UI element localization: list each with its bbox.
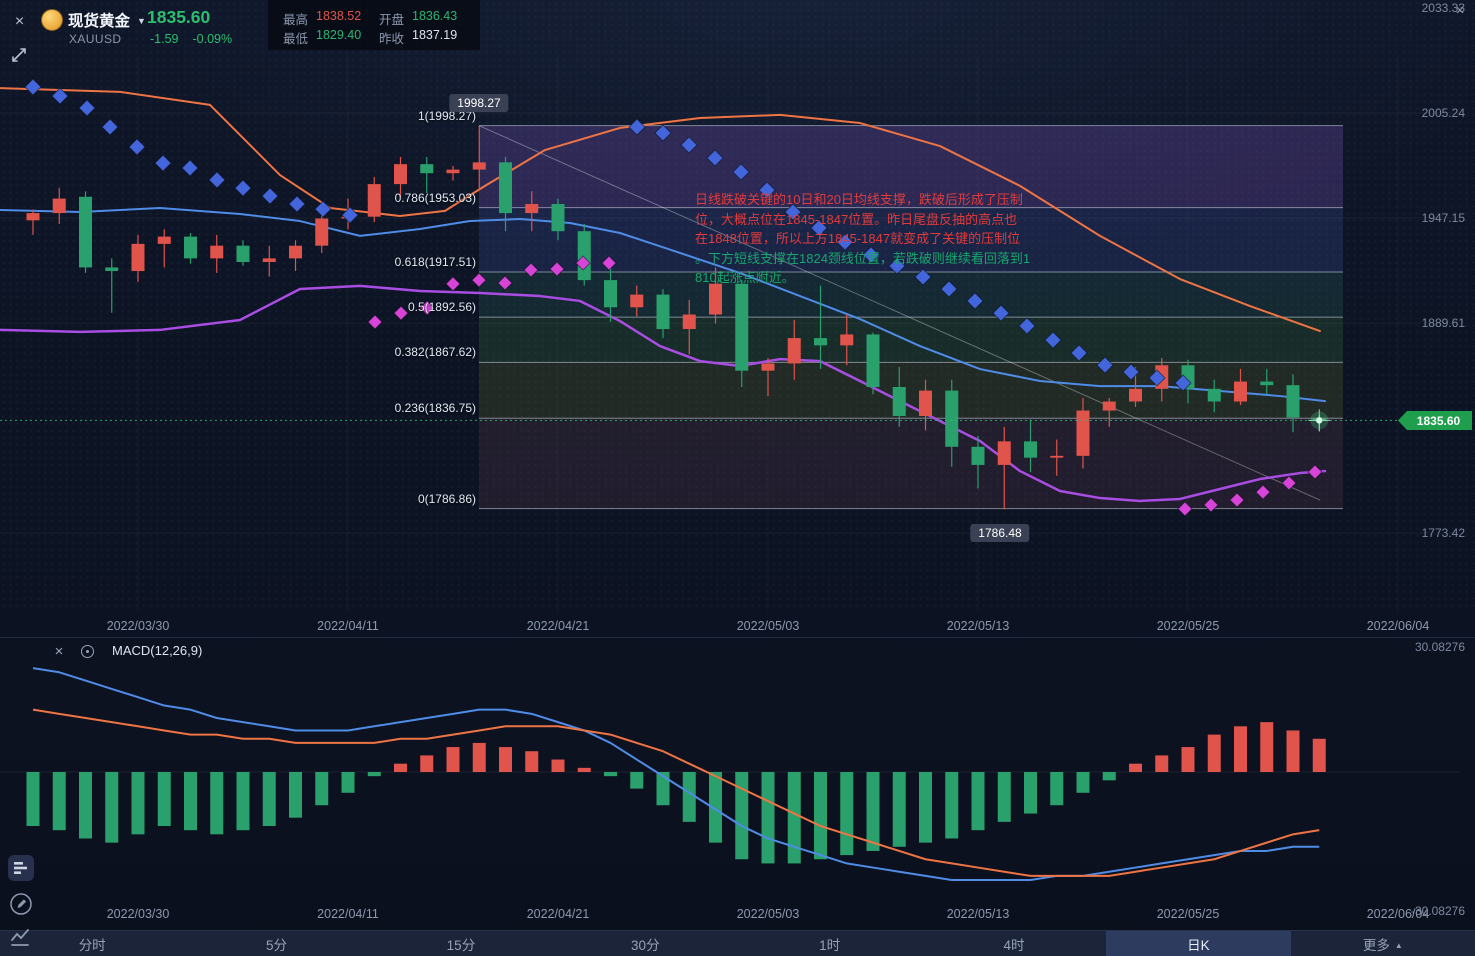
- date-label: 2022/05/13: [946, 619, 1010, 633]
- price-axis-label: 1947.15: [1421, 211, 1465, 225]
- analyst-annotation: 日线跌破关键的10日和20日均线支撑，跌破后形成了压制 位，大概点位在1845-1…: [695, 190, 1073, 288]
- macd-axis-max: 30.08276: [1414, 640, 1465, 654]
- stat-label: 开盘: [379, 13, 405, 27]
- tab-label: 15分: [446, 937, 476, 953]
- fib-level-label: 0.382(1867.62): [394, 345, 476, 360]
- date-label: 2022/06/04: [1366, 907, 1430, 921]
- stat-value: 1838.52: [316, 9, 362, 23]
- macd-indicator-title: MACD(12,26,9): [112, 643, 203, 658]
- timeframe-toolbar: 分时 5分 15分 30分 1时 4时 日K 更多: [0, 930, 1475, 956]
- expand-icon[interactable]: [8, 44, 30, 66]
- tab-label: 5分: [266, 937, 288, 953]
- stat-value: 1837.19: [412, 28, 458, 42]
- date-label: 2022/03/30: [106, 619, 170, 633]
- last-price: 1835.60: [147, 7, 211, 27]
- tab-label: 更多: [1362, 937, 1390, 953]
- timeframe-tab[interactable]: 30分: [553, 931, 737, 956]
- fib-level-label: 0(1786.86): [417, 491, 476, 506]
- change-value: -1.59: [150, 32, 179, 46]
- annotation-line: 810起涨点附近。: [695, 270, 795, 285]
- indicator-button[interactable]: [8, 925, 34, 951]
- symbol-name: 现货黄金: [68, 13, 131, 30]
- timeframe-tab[interactable]: 更多: [1291, 931, 1475, 956]
- macd-axis-min: -30.08276: [1410, 904, 1465, 918]
- date-label: 2022/04/21: [526, 619, 590, 633]
- stats-backdrop: [268, 0, 480, 50]
- stat-value: 1836.43: [412, 9, 458, 23]
- annotation-line: 位，大概点位在1845-1847位置。昨日尾盘反抽的高点也: [695, 211, 1018, 227]
- timeframe-tab[interactable]: 5分: [184, 931, 368, 956]
- date-label: 2022/06/04: [1366, 619, 1430, 633]
- date-label: 2022/04/11: [317, 619, 379, 633]
- stat-value: 1829.40: [316, 28, 362, 42]
- fib-level-label: 0.618(1917.51): [394, 254, 476, 269]
- chevron-down-icon: [137, 11, 146, 29]
- close-icon[interactable]: [9, 11, 30, 32]
- gold-coin-icon: [41, 9, 63, 31]
- close-icon[interactable]: [50, 642, 68, 660]
- tab-label: 30分: [631, 937, 660, 953]
- symbol-selector[interactable]: 现货黄金: [68, 9, 146, 31]
- timeframe-tab[interactable]: 1时: [738, 931, 922, 956]
- timeframe-tab[interactable]: 15分: [369, 931, 553, 956]
- price-tooltip: 1998.27: [449, 94, 509, 112]
- date-label: 2022/04/21: [526, 907, 590, 921]
- fib-level-label: 0.236(1836.75): [394, 401, 476, 416]
- chevron-up-icon: [1390, 936, 1403, 951]
- volume-profile-button[interactable]: [8, 855, 34, 881]
- date-label: 2022/05/25: [1156, 907, 1220, 921]
- timeframe-tab[interactable]: 分时: [0, 931, 184, 956]
- date-label: 2022/04/11: [317, 907, 379, 921]
- timeframe-tab[interactable]: 日K: [1106, 931, 1291, 956]
- annotation-line: 在1848位置，所以上方1845-1847就变成了关键的压制位: [695, 231, 1021, 246]
- date-label: 2022/03/30: [106, 907, 170, 921]
- price-axis-label: 1773.42: [1421, 526, 1465, 540]
- tab-label: 分时: [78, 937, 106, 953]
- stat-label: 最低: [283, 32, 309, 46]
- symbol-code: XAUUSD: [69, 32, 122, 46]
- date-axis-macd: 2022/03/30 2022/04/11 2022/04/21 2022/05/03…: [0, 907, 1475, 923]
- annotation-line: 日线跌破关键的10日和20日均线支撑，跌破后形成了压制: [695, 192, 1023, 207]
- date-label: 2022/05/25: [1156, 619, 1220, 633]
- date-axis-main: 2022/03/30 2022/04/11 2022/04/21 2022/05/03…: [0, 619, 1475, 635]
- close-icon[interactable]: [1450, 1, 1470, 19]
- price-axis-label: 2005.24: [1421, 106, 1465, 120]
- change-percent: -0.09%: [192, 32, 233, 46]
- tab-label: 4时: [1003, 937, 1025, 953]
- tab-label: 日K: [1187, 937, 1210, 953]
- price-tooltip: 1786.48: [970, 524, 1030, 542]
- date-label: 2022/05/03: [736, 619, 800, 633]
- stat-label: 最高: [283, 13, 309, 27]
- annotation-line: 。下方短线支撑在1824颈线位置，若跌破则继续看回落到1: [695, 250, 1031, 266]
- tab-label: 1时: [819, 937, 841, 953]
- price-axis-label: 1889.61: [1421, 316, 1465, 330]
- date-label: 2022/05/13: [946, 907, 1010, 921]
- gear-icon[interactable]: [81, 645, 94, 658]
- panel-separator: [0, 637, 1475, 638]
- date-label: 2022/05/03: [736, 907, 800, 921]
- timeframe-tab[interactable]: 4时: [922, 931, 1106, 956]
- symbol-header: 现货黄金 XAUUSD 1835.60 -1.59 -0.09%: [0, 0, 520, 62]
- fib-level-label: 0.786(1953.03): [394, 190, 476, 205]
- stat-label: 昨收: [379, 32, 405, 46]
- current-price-badge: 1835.60: [1398, 411, 1472, 430]
- draw-pencil-button[interactable]: [8, 891, 34, 917]
- fib-level-label: 0.5(1892.56): [407, 300, 476, 315]
- fib-level-label: 1(1998.27): [417, 108, 476, 123]
- price-change: -1.59 -0.09%: [150, 32, 232, 46]
